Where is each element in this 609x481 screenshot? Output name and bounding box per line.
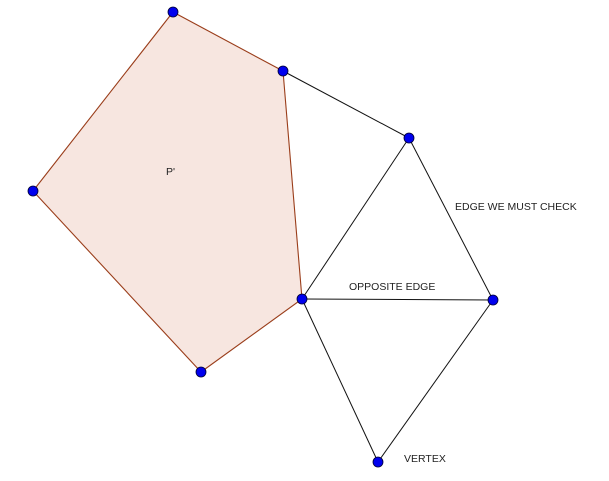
opposite-edge-label: OPPOSITE EDGE xyxy=(349,281,435,293)
opposite-edge xyxy=(301,298,494,301)
edges-group xyxy=(282,70,494,463)
vertex-label: VERTEX xyxy=(404,453,446,465)
edge-diagonal xyxy=(301,137,410,300)
point-left[interactable] xyxy=(27,185,39,197)
polygon-label: P' xyxy=(166,166,175,178)
edge-shared-top xyxy=(282,70,410,139)
edge-check-label: EDGE WE MUST CHECK xyxy=(455,201,577,213)
edge-we-must-check xyxy=(408,137,494,301)
point-center[interactable] xyxy=(296,293,308,305)
point-right[interactable] xyxy=(487,294,499,306)
point-right-top[interactable] xyxy=(403,132,415,144)
polygon-p-prime xyxy=(32,11,303,373)
edge-lower-right xyxy=(377,299,494,463)
points-group xyxy=(27,6,499,468)
point-bottom-left[interactable] xyxy=(195,366,207,378)
edge-lower-left xyxy=(301,298,379,463)
point-vertex[interactable] xyxy=(372,456,384,468)
point-top[interactable] xyxy=(167,6,179,18)
point-upper-shared[interactable] xyxy=(277,65,289,77)
